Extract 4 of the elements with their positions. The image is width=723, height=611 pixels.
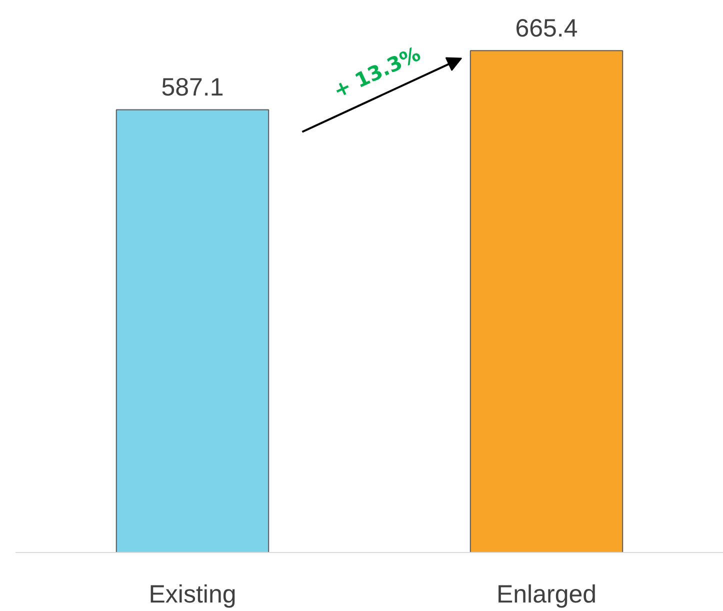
data-label: 587.1 <box>161 74 224 102</box>
x-tick-label: Enlarged <box>496 580 597 608</box>
x-tick-label: Existing <box>148 580 236 608</box>
data-label: 665.4 <box>515 14 578 43</box>
